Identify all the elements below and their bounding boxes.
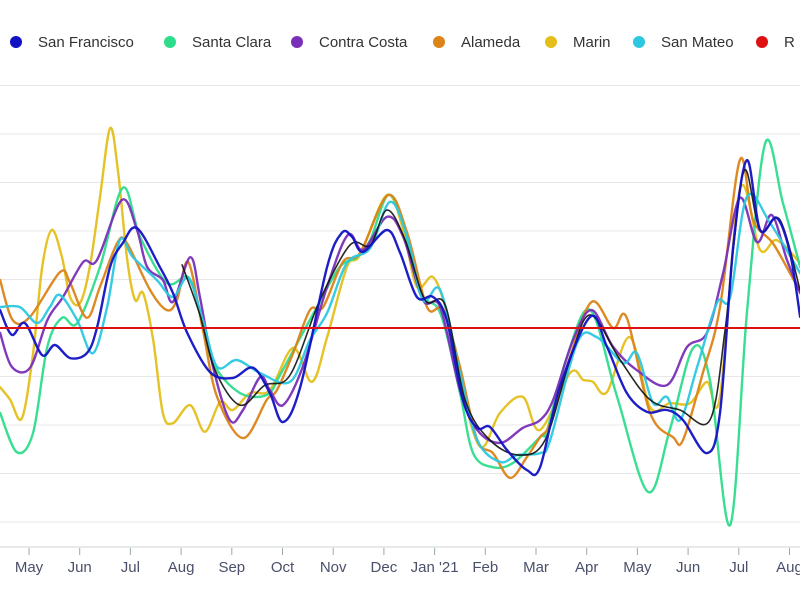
series-line-unlabeled	[181, 169, 800, 456]
series-line-marin	[0, 126, 800, 449]
legend-item-contra-costa[interactable]: Contra Costa	[291, 30, 407, 54]
series-line-alameda	[0, 156, 800, 480]
gridlines	[0, 85, 800, 523]
legend-label: San Mateo	[661, 33, 734, 51]
legend-item-santa-clara[interactable]: Santa Clara	[164, 30, 271, 54]
legend-dot-icon	[545, 36, 557, 48]
legend-item-san-francisco[interactable]: San Francisco	[10, 30, 134, 54]
x-tick-label: Sep	[218, 559, 245, 576]
legend-dot-icon	[291, 36, 303, 48]
series-line-san-francisco	[0, 158, 800, 477]
legend-dot-icon	[433, 36, 445, 48]
legend-label: Marin	[573, 33, 611, 51]
x-tick-label: Feb	[472, 559, 498, 576]
x-tick-label: Mar	[523, 559, 549, 576]
series-line-contra-costa	[0, 196, 800, 445]
x-tick-label: Dec	[371, 559, 398, 576]
legend-dot-icon	[633, 36, 645, 48]
legend-label: Alameda	[461, 33, 521, 51]
x-axis: May Jun Jul Aug Sep Oct Nov Dec Jan '21 Feb Mar Apr…	[0, 546, 800, 576]
x-tick-label: Apr	[575, 559, 598, 576]
x-tick-label: Oct	[271, 559, 295, 576]
x-tick-label: Jun	[68, 559, 92, 576]
legend-item-marin[interactable]: Marin	[545, 30, 611, 54]
x-tick-label: Jul	[729, 559, 748, 576]
x-tick-label: May	[623, 559, 652, 576]
x-tick-label: Jul	[121, 559, 140, 576]
legend-label: Contra Costa	[319, 33, 408, 51]
legend-label: San Francisco	[38, 33, 134, 51]
legend-item-alameda[interactable]: Alameda	[433, 30, 520, 54]
legend-dot-icon	[164, 36, 176, 48]
x-tick-label: Aug	[776, 559, 800, 576]
x-tick-label: Nov	[320, 559, 347, 576]
x-tick-label: Jan '21	[411, 559, 459, 576]
series-lines	[0, 126, 800, 527]
x-tick-label: Jun	[676, 559, 700, 576]
legend-label: R	[784, 33, 795, 51]
legend-label: Santa Clara	[192, 33, 272, 51]
x-tick-label: May	[15, 559, 44, 576]
legend-dot-icon	[10, 36, 22, 48]
x-tick-label: Aug	[168, 559, 195, 576]
legend-item-r[interactable]: R	[756, 30, 795, 54]
legend-item-san-mateo[interactable]: San Mateo	[633, 30, 734, 54]
chart-legend: San Francisco Santa Clara Contra Costa Alam…	[0, 30, 800, 54]
legend-dot-icon	[756, 36, 768, 48]
series-line-san-mateo	[0, 192, 800, 464]
